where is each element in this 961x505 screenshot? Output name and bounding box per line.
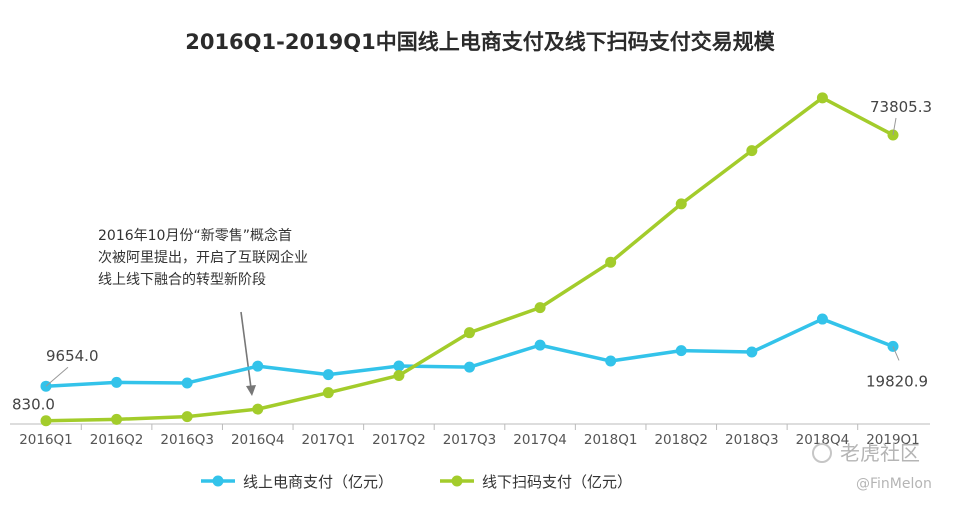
- annotation-line-3: 线上线下融合的转型新阶段: [98, 272, 266, 288]
- x-tick-label: 2016Q4: [231, 432, 285, 448]
- data-point: [393, 369, 405, 381]
- data-point: [393, 360, 405, 372]
- data-point: [746, 346, 758, 358]
- legend-marker-offline: [451, 475, 463, 487]
- data-point: [534, 302, 546, 314]
- data-label-leader: [892, 117, 897, 136]
- annotation-line-1: 2016年10月份“新零售”概念首: [98, 227, 292, 244]
- data-point: [464, 361, 475, 373]
- data-point: [605, 256, 617, 268]
- legend-label-online: 线上电商支付（亿元）: [243, 473, 393, 491]
- data-point: [534, 339, 546, 351]
- data-label: 19820.9: [866, 372, 928, 390]
- data-point: [464, 327, 475, 339]
- x-tick-label: 2016Q1: [19, 432, 73, 448]
- x-tick-label: 2018Q2: [654, 432, 708, 448]
- x-tick-label: 2016Q3: [160, 432, 214, 448]
- data-point: [181, 411, 193, 423]
- x-axis-ticks: 2016Q1 2016Q2 2016Q3 2016Q4 2017Q1 2017Q2 2017…: [19, 424, 920, 448]
- data-label-leader: [892, 346, 900, 361]
- data-point: [252, 403, 264, 415]
- data-point: [675, 345, 687, 357]
- data-point: [816, 92, 828, 104]
- annotation-arrowhead: [246, 385, 256, 396]
- data-point: [181, 377, 193, 389]
- watermark-brand: 老虎社区: [840, 441, 920, 465]
- watermark: 老虎社区 @FinMelon: [812, 441, 932, 492]
- data-label: 9654.0: [46, 347, 99, 365]
- x-tick-label: 2017Q1: [302, 432, 356, 448]
- watermark-logo-icon: [812, 443, 832, 463]
- data-point: [252, 360, 264, 372]
- data-point: [322, 387, 334, 399]
- data-point: [322, 369, 334, 381]
- data-point: [816, 313, 828, 325]
- x-tick-label: 2018Q3: [725, 432, 779, 448]
- data-label: 73805.3: [870, 98, 932, 116]
- x-tick-label: 2016Q2: [90, 432, 144, 448]
- annotation-line-2: 次被阿里提出，开启了互联网企业: [98, 249, 308, 266]
- legend: 线上电商支付（亿元） 线下扫码支付（亿元）: [201, 473, 632, 491]
- x-tick-label: 2019Q1: [866, 432, 920, 448]
- data-point: [675, 198, 687, 210]
- data-point: [746, 145, 758, 157]
- chart-title: 2016Q1-2019Q1中国线上电商支付及线下扫码支付交易规模: [185, 30, 776, 54]
- annotation: 2016年10月份“新零售”概念首 次被阿里提出，开启了互联网企业 线上线下融合…: [98, 227, 308, 396]
- data-label: 830.0: [12, 396, 55, 414]
- data-labels: 9654.0 830.0 19820.9 73805.3: [12, 98, 932, 414]
- x-tick-label: 2017Q4: [513, 432, 567, 448]
- data-point: [111, 413, 123, 425]
- legend-label-offline: 线下扫码支付（亿元）: [482, 473, 632, 491]
- data-label-leader: [45, 366, 69, 387]
- x-tick-label: 2017Q3: [443, 432, 497, 448]
- data-point: [111, 376, 123, 388]
- x-tick-label: 2018Q1: [584, 432, 638, 448]
- x-tick-label: 2017Q2: [372, 432, 426, 448]
- data-point: [40, 415, 52, 427]
- annotation-arrow: [240, 311, 252, 389]
- watermark-handle: @FinMelon: [856, 476, 932, 492]
- x-tick-label: 2018Q4: [796, 432, 850, 448]
- data-point: [605, 355, 617, 367]
- legend-marker-online: [212, 475, 224, 487]
